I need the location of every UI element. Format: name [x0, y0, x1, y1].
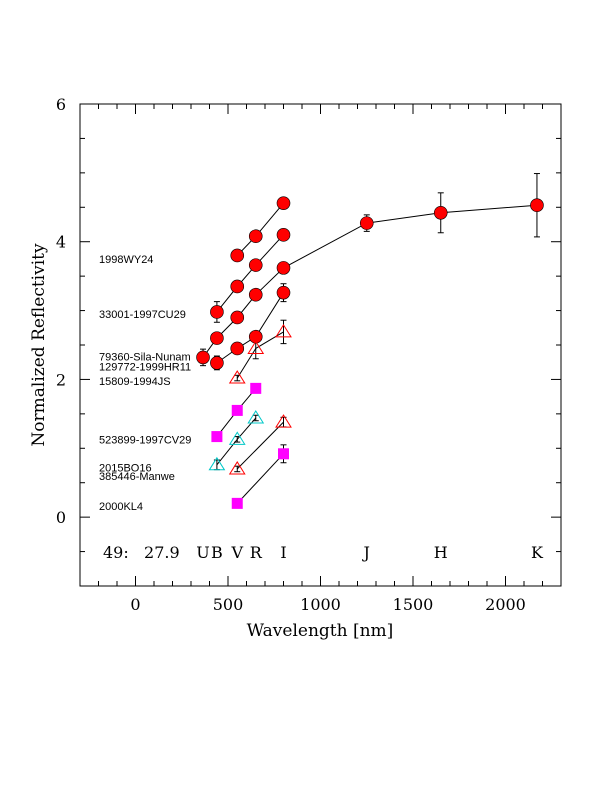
data-point-circle — [248, 258, 263, 272]
data-point-circle — [210, 305, 224, 319]
series-label: 1998WY24 — [99, 254, 153, 266]
band-label: J — [362, 543, 370, 562]
plot-frame — [79, 103, 562, 587]
series-label: 523899-1997CV29 — [99, 434, 191, 446]
data-point-triangle — [275, 414, 292, 428]
band-label: R — [250, 543, 263, 562]
y-axis-title: Normalized Reflectivity — [29, 243, 49, 447]
data-point-square — [231, 404, 243, 416]
x-tick-label: 1000 — [300, 595, 341, 614]
axis-ticks — [80, 103, 562, 587]
series-line — [216, 417, 257, 466]
data-point-circle — [210, 331, 224, 345]
data-point-triangle — [275, 323, 292, 338]
band-label: H — [434, 543, 448, 562]
data-point-circle — [433, 205, 448, 220]
data-point-triangle — [247, 410, 265, 424]
data-point-circle — [248, 287, 263, 302]
band-label: B — [211, 543, 223, 562]
data-point-triangle — [228, 431, 246, 445]
series-labels: 1998WY24 33001-1997CU29 79360-Sila-Nunam12… — [99, 254, 191, 513]
data-point-circle — [276, 196, 291, 210]
data-point-triangle — [247, 340, 265, 354]
series-label: 79360-Sila-Nunam — [99, 352, 191, 364]
series-label: 129772-1999HR11 — [99, 361, 191, 373]
series-line — [216, 234, 284, 313]
series-label: 2015BO16 — [99, 463, 152, 475]
x-tick-label: 0 — [130, 595, 140, 614]
data-point-circle — [276, 285, 291, 300]
data-point-circle — [248, 329, 263, 344]
x-tick-label: 500 — [213, 595, 244, 614]
data-point-circle — [196, 350, 210, 365]
data-point-triangle — [228, 460, 246, 475]
y-tick-label: 6 — [56, 95, 66, 114]
series-line — [216, 292, 284, 364]
data-point-square — [250, 382, 262, 394]
data-point-circle — [248, 229, 263, 244]
band-label: V — [230, 543, 243, 562]
data-point-circle — [230, 341, 245, 356]
band-label: U — [196, 543, 209, 562]
tick-labels: 0 500 1000 1500 2000 0 2 4 6 — [56, 95, 526, 614]
series-line — [236, 421, 284, 470]
series-label: 33001-1997CU29 — [99, 309, 186, 321]
data-point-circle — [230, 279, 245, 294]
data-point-circle — [230, 310, 245, 325]
series-label: 2000KL4 — [99, 501, 143, 513]
data-point-circle — [359, 216, 374, 230]
data-markers — [196, 196, 544, 509]
x-tick-label: 1500 — [393, 595, 434, 614]
x-axis-title: Wavelength [nm] — [247, 621, 394, 641]
series-label: 385446-Manwe — [99, 471, 175, 483]
data-point-triangle — [208, 456, 226, 471]
data-point-circle — [276, 261, 291, 275]
data-point-circle — [210, 356, 224, 370]
data-point-circle — [230, 248, 245, 263]
footer-label: 49: 27.9 — [103, 543, 180, 562]
band-label: K — [531, 543, 544, 562]
x-tick-label: 2000 — [485, 595, 526, 614]
series-label: 15809-1994JS — [99, 376, 171, 388]
data-point-square — [231, 497, 243, 509]
y-tick-label: 0 — [56, 508, 66, 527]
data-point-circle — [276, 228, 291, 242]
series-line — [236, 453, 284, 504]
series-line — [236, 202, 284, 256]
y-tick-label: 4 — [56, 233, 66, 252]
data-point-square — [278, 448, 289, 460]
data-point-triangle — [228, 370, 246, 384]
data-point-square — [211, 431, 223, 443]
band-label: I — [280, 543, 286, 562]
y-tick-label: 2 — [56, 370, 66, 389]
data-point-circle — [530, 198, 544, 213]
